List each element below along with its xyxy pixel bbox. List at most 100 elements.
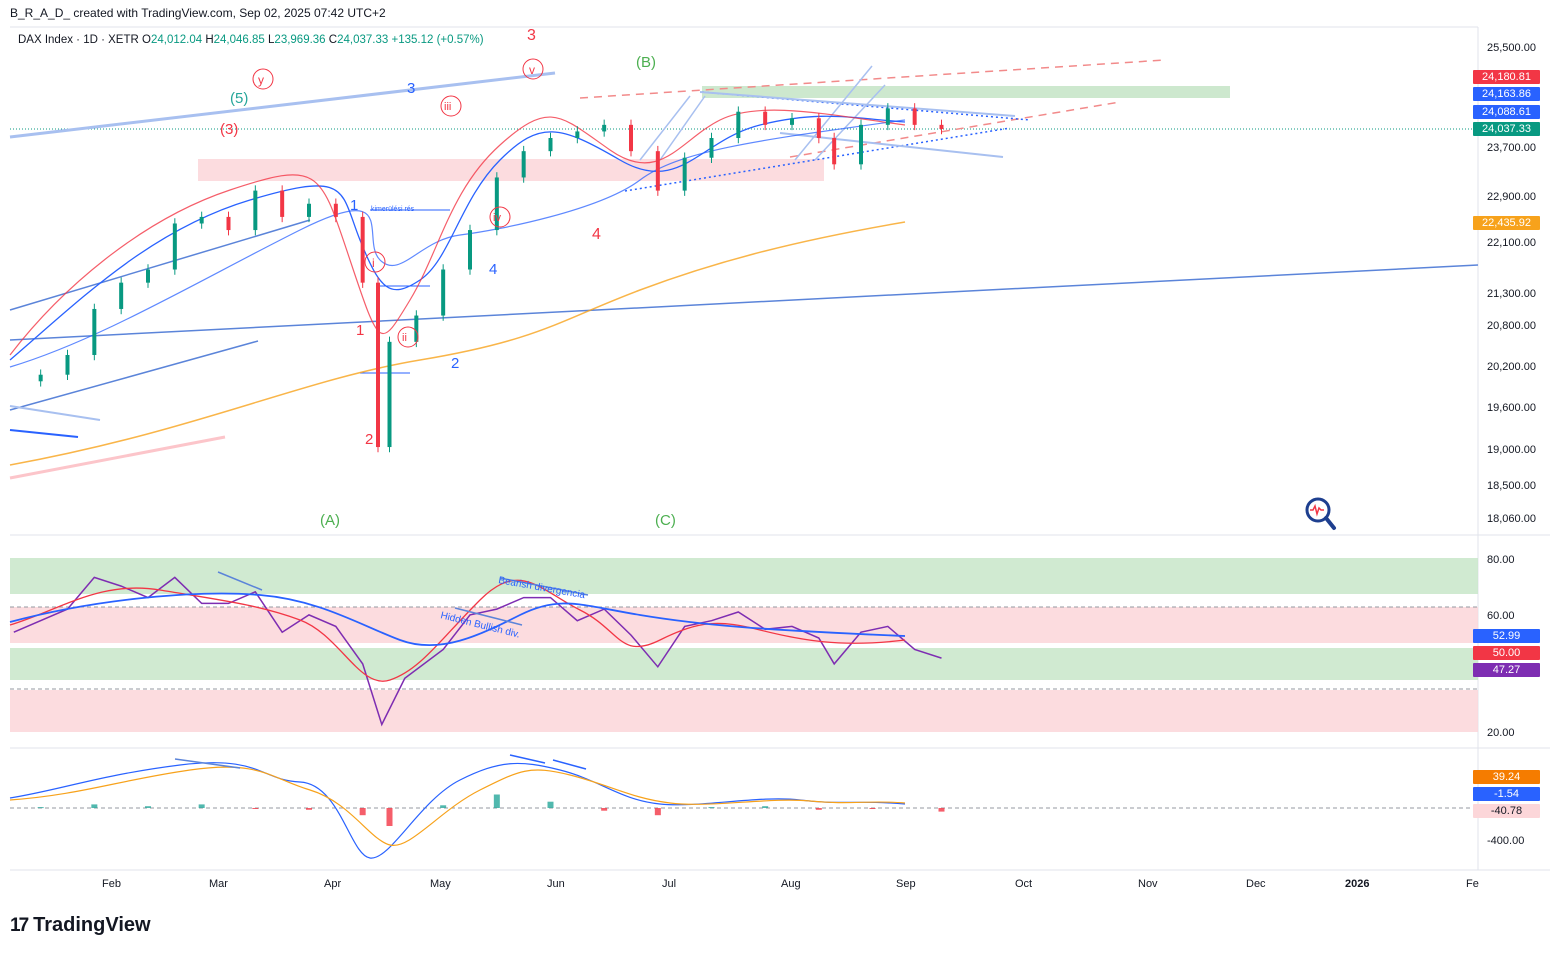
candle-body — [172, 223, 177, 270]
rsi-tick: 60.00 — [1487, 610, 1515, 622]
price-axis[interactable]: 25,500.00 23,700.00 22,900.00 22,100.00 … — [1487, 42, 1536, 847]
macd-bar — [386, 808, 393, 826]
wave-circle — [489, 206, 511, 228]
macd-bar — [252, 808, 259, 809]
macd-label-line: -1.54 — [1473, 787, 1540, 801]
resistance-zone — [198, 159, 824, 181]
macd-line — [9, 762, 906, 859]
wave-label: 1 — [350, 197, 358, 214]
wave-label: (3) — [220, 121, 238, 138]
created-text: created with TradingView.com, Sep 02, 20… — [73, 6, 386, 20]
price-tick: 22,900.00 — [1487, 191, 1536, 203]
wave-label: (A) — [320, 512, 340, 529]
brand-name: TradingView — [33, 914, 151, 936]
candle-body — [333, 203, 338, 217]
time-tick: May — [430, 878, 451, 890]
wave-label: ii — [402, 332, 407, 344]
low-value: 23,969.36 — [274, 34, 326, 46]
close-value: 24,037.33 — [337, 34, 389, 46]
candle-body — [602, 124, 607, 132]
wave-label: 4 — [592, 226, 601, 243]
candle-body — [92, 308, 97, 355]
rsi-lower-zone — [10, 690, 1478, 732]
rsi-ma-blue — [9, 592, 906, 647]
rsi-label-value: 47.27 — [1473, 663, 1540, 677]
rsi-upper-zone — [10, 558, 1478, 594]
candle-body — [199, 216, 204, 224]
macd-label-signal: 39.24 — [1473, 770, 1540, 784]
tradingview-brand[interactable]: 17 TradingView — [10, 914, 151, 937]
ma-200-line — [9, 221, 906, 466]
ma-50-line — [9, 119, 906, 368]
macd-tick: -400.00 — [1487, 835, 1524, 847]
wave-circle — [440, 95, 462, 117]
wave-circle — [522, 58, 544, 80]
wave-label: 3 — [407, 80, 415, 97]
price-tick: 19,600.00 — [1487, 402, 1536, 414]
macd-bar — [547, 801, 554, 808]
time-tick: Mar — [209, 878, 228, 890]
channel-line-3 — [639, 95, 691, 161]
wave-label: 3 — [527, 27, 536, 44]
ma-20-line — [9, 115, 906, 361]
rsi-ma-red — [9, 579, 906, 682]
candle-body — [441, 269, 446, 316]
rsi-divergence-line-2 — [499, 577, 589, 596]
candle-body — [736, 111, 741, 139]
open-value: 24,012.04 — [150, 34, 203, 46]
macd-label-hist: -40.78 — [1473, 804, 1540, 818]
time-tick: 2026 — [1345, 878, 1369, 890]
time-tick: Nov — [1138, 878, 1158, 890]
chart-canvas[interactable]: (5) (3) 3 3 (B) y v iii 1 i iv 4 4 1 ii … — [0, 0, 1560, 905]
price-tick: 20,800.00 — [1487, 320, 1536, 332]
candle-body — [912, 108, 917, 125]
macd-bar — [440, 805, 447, 808]
wave-circle — [397, 326, 419, 348]
price-tick: 21,300.00 — [1487, 288, 1536, 300]
time-tick: Oct — [1015, 878, 1032, 890]
candle-body — [414, 315, 419, 342]
macd-divergence-2 — [509, 754, 546, 764]
candle-body — [939, 124, 944, 129]
candle-body — [376, 282, 380, 448]
candle-body — [226, 216, 231, 231]
high-label: H — [205, 34, 214, 46]
price-label-ma: 24,163.86 — [1473, 87, 1540, 101]
macd-bar — [815, 808, 822, 810]
magnifier-icon[interactable] — [1305, 497, 1336, 530]
wave-label: v — [529, 63, 535, 77]
price-tick: 22,100.00 — [1487, 237, 1536, 249]
channel-line-4 — [659, 95, 706, 161]
time-tick: Aug — [781, 878, 801, 890]
time-axis[interactable]: Feb Mar Apr May Jun Jul Aug Sep Oct Nov … — [102, 878, 1479, 890]
candle-body — [709, 138, 714, 158]
wave-label: 4 — [489, 261, 497, 278]
candle-body — [65, 354, 70, 375]
macd-bar — [359, 808, 366, 816]
pink-trendline — [9, 435, 226, 480]
lower-trendline — [9, 340, 259, 411]
wave-circle — [252, 68, 274, 90]
wave-label: iv — [493, 212, 501, 224]
macd-bar — [654, 808, 661, 816]
short-line-2 — [9, 429, 79, 438]
time-tick: Sep — [896, 878, 916, 890]
target-zone — [702, 86, 1230, 98]
candle-body — [146, 269, 150, 283]
price-tick: 25,500.00 — [1487, 42, 1536, 54]
candle-body — [859, 124, 863, 165]
wave-label: iii — [444, 101, 451, 113]
candle-body — [521, 151, 526, 178]
time-tick: Dec — [1246, 878, 1266, 890]
candle-body — [763, 111, 768, 125]
open-label: O — [142, 34, 151, 46]
wave-label: 2 — [365, 431, 373, 448]
candle-body — [575, 131, 580, 139]
candle-body — [629, 124, 633, 152]
symbol-name[interactable]: DAX Index · 1D · XETR — [18, 34, 139, 46]
long-trendline — [9, 264, 1479, 341]
macd-bar — [91, 804, 98, 808]
macd-bar — [145, 806, 151, 808]
macd-bar — [493, 794, 500, 808]
time-tick: Feb — [102, 878, 121, 890]
